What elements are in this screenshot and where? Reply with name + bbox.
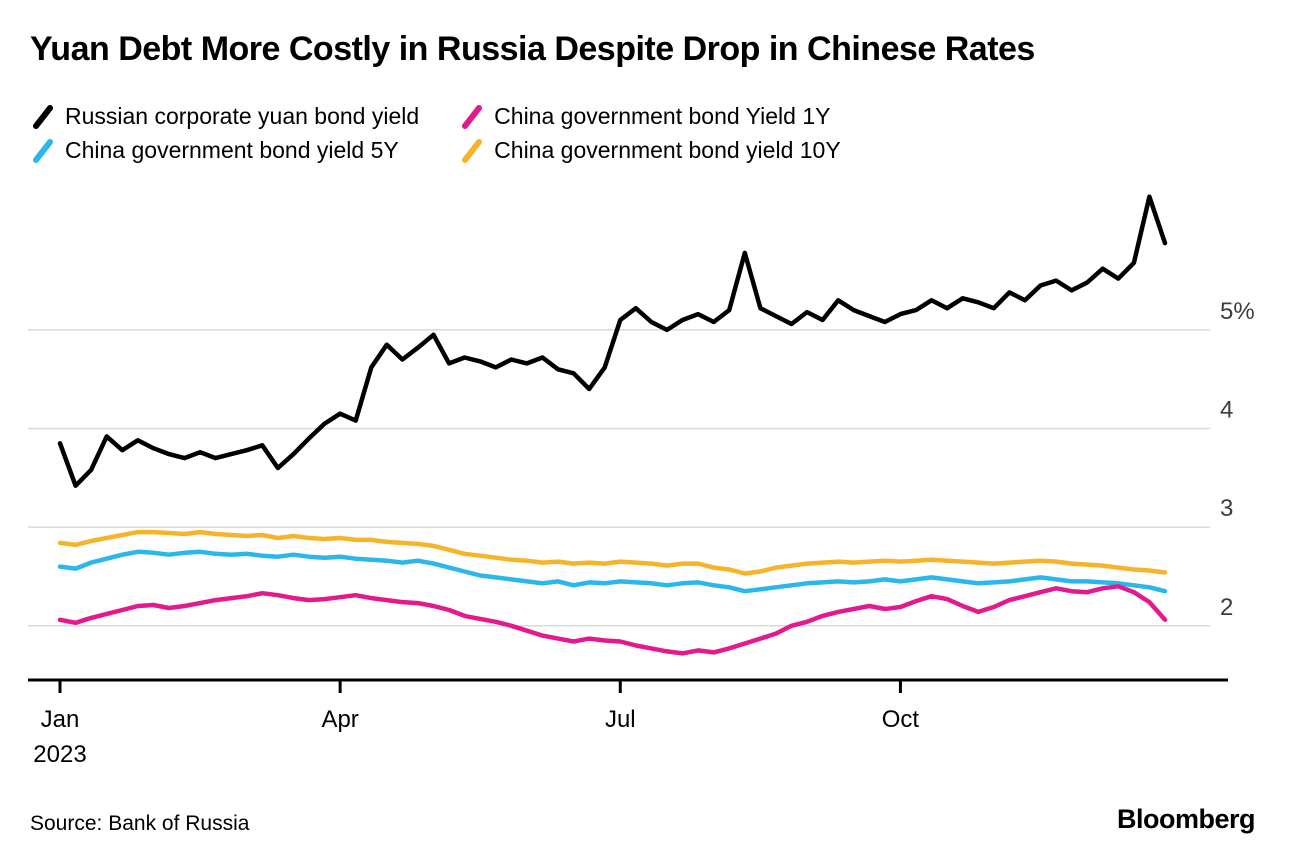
x-axis-label: Jan <box>41 706 80 733</box>
bloomberg-logo: Bloomberg <box>1116 804 1256 834</box>
x-axis-year-label: 2023 <box>33 741 86 768</box>
series-line <box>57 549 1168 594</box>
legend-label: China government bond Yield 1Y <box>494 103 831 129</box>
y-axis-label: 4 <box>1220 397 1233 424</box>
series-line <box>57 194 1168 488</box>
x-axis-label: Jul <box>605 706 636 733</box>
legend-item-russian-corporate-yuan-bond-yield: Russian corporate yuan bond yield <box>30 103 419 130</box>
legend-label: China government bond yield 10Y <box>494 137 841 163</box>
chart-svg: 2 3 4 5% Jan 2023 Apr Jul Oct <box>28 194 1255 768</box>
legend-item-china-gov-bond-yield-5y: China government bond yield 5Y <box>30 137 419 164</box>
y-axis-label: 5% <box>1220 298 1255 325</box>
legend-item-china-gov-bond-yield-1y: China government bond Yield 1Y <box>459 103 841 130</box>
legend-slash-icon <box>462 138 483 163</box>
y-axis-label: 2 <box>1220 594 1233 621</box>
series-line <box>57 584 1168 656</box>
chart-title: Yuan Debt More Costly in Russia Despite … <box>30 30 1035 68</box>
source-label: Source: Bank of Russia <box>30 812 250 835</box>
legend-item-china-gov-bond-yield-10y: China government bond yield 10Y <box>459 137 841 164</box>
x-axis-label: Oct <box>882 706 920 733</box>
x-axis-label: Apr <box>321 706 358 733</box>
legend-label: Russian corporate yuan bond yield <box>65 103 420 129</box>
series-line <box>57 529 1168 576</box>
legend-slash-icon <box>33 104 53 129</box>
legend-slash-icon <box>33 138 53 163</box>
legend: Russian corporate yuan bond yield China … <box>30 103 841 164</box>
legend-slash-icon <box>462 104 483 129</box>
legend-label: China government bond yield 5Y <box>65 137 399 163</box>
y-axis-label: 3 <box>1220 495 1233 522</box>
